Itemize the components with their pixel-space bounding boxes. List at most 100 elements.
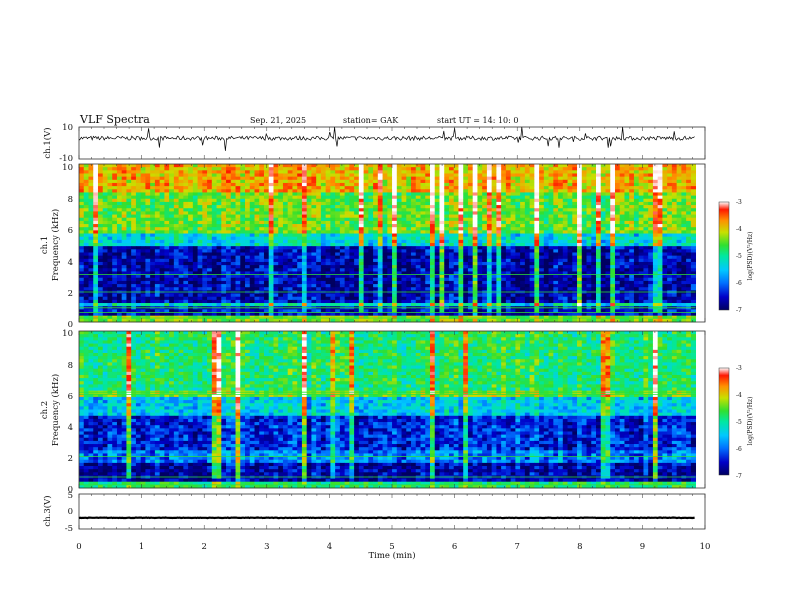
spectrogram-cell: [591, 198, 597, 203]
spectrogram-cell: [273, 277, 279, 282]
spectrogram-cell: [169, 246, 175, 250]
spectrogram-cell: [278, 271, 284, 275]
spectrogram-cell: [116, 236, 123, 241]
spectrogram-cell: [259, 274, 265, 279]
spectrogram-cell: [112, 201, 118, 206]
spectrogram-cell: [249, 167, 255, 171]
spectrogram-cell: [126, 243, 132, 247]
spectrogram-cell: [558, 246, 564, 250]
spectrogram-cell: [240, 167, 246, 171]
spectrogram-cell: [596, 274, 602, 279]
spectrogram-cell: [188, 246, 194, 250]
spectrogram-cell: [335, 164, 341, 168]
spectrogram-cell: [320, 227, 327, 231]
spectrogram-cell: [320, 192, 327, 196]
spectrogram-cell: [268, 214, 274, 219]
spectrogram-cell: [600, 230, 606, 234]
spectrogram-cell: [254, 230, 260, 234]
spectrogram-cell: [671, 167, 678, 171]
spectrogram-cell: [320, 164, 327, 168]
spectrogram-cell: [202, 227, 208, 231]
spectrogram-cell: [363, 233, 369, 238]
spectrogram-cell: [676, 233, 682, 238]
spectrogram-cell: [154, 208, 161, 212]
spectrogram-cell: [173, 208, 179, 212]
spectrogram-cell: [306, 277, 312, 282]
spectrogram-cell: [434, 271, 440, 275]
spectrogram-cell: [339, 192, 346, 196]
spectrogram-cell: [192, 233, 198, 238]
spectrogram-cell: [173, 268, 179, 272]
spectrogram-cell: [145, 284, 151, 288]
spectrogram-cell: [377, 182, 383, 187]
spectrogram-cell: [344, 217, 350, 222]
spectrogram-cell: [411, 195, 417, 200]
spectrogram-cell: [420, 227, 426, 231]
spectrogram-cell: [230, 220, 236, 225]
spectrogram-cell: [529, 201, 535, 206]
spectrogram-cell: [572, 214, 578, 219]
spectrogram-cell: [534, 277, 540, 282]
spectrogram-cell: [140, 236, 146, 241]
spectrogram-cell: [297, 217, 303, 222]
spectrogram-cell: [633, 186, 640, 190]
spectrogram-cell: [448, 274, 455, 279]
spectrogram-cell: [306, 182, 312, 187]
spectrogram-cell: [249, 182, 255, 187]
spectrogram-cell: [577, 261, 583, 266]
spectrogram-cell: [415, 201, 421, 206]
spectrogram-cell: [112, 179, 118, 184]
spectrogram-cell: [320, 182, 327, 187]
spectrogram-cell: [301, 274, 308, 279]
spectrogram-cell: [183, 255, 189, 260]
spectrogram-cell: [434, 258, 440, 263]
spectrogram-cell: [415, 246, 421, 250]
spectrogram-cell: [520, 179, 526, 184]
spectrogram-cell: [553, 268, 559, 272]
spectrogram-cell: [207, 261, 213, 266]
spectrogram-cell: [662, 179, 668, 184]
spectrogram-cell: [330, 195, 336, 200]
spectrogram-cell: [349, 230, 355, 234]
spectrogram-cell: [458, 179, 464, 184]
spectrogram-cell: [472, 220, 478, 225]
spectrogram-cell: [406, 274, 412, 279]
spectrogram-cell: [486, 198, 493, 203]
spectrogram-cell: [164, 284, 170, 288]
spectrogram-cell: [596, 265, 602, 269]
spectrogram-cell: [292, 208, 298, 212]
spectrogram-cell: [558, 230, 564, 234]
spectrogram-cell: [263, 255, 270, 260]
spectrogram-cell: [316, 198, 322, 203]
spectrogram-cell: [221, 176, 227, 181]
spectrogram-cell: [415, 280, 421, 285]
spectrogram-cell: [282, 167, 289, 171]
spectrogram-cell: [676, 236, 682, 241]
spectrogram-cell: [311, 265, 317, 269]
spectrogram-cell: [387, 236, 393, 241]
spectrogram-cell: [377, 224, 383, 228]
spectrogram-cell: [491, 201, 497, 206]
spectrogram-cell: [211, 170, 217, 174]
spectrogram-cell: [306, 255, 312, 260]
spectrogram-cell: [676, 274, 682, 279]
spectrogram-cell: [344, 243, 350, 247]
spectrogram-cell: [230, 170, 236, 174]
spectrogram-cell: [629, 227, 635, 231]
spectrogram-cell: [467, 167, 474, 171]
spectrogram-cell: [287, 176, 293, 181]
spectrogram-cell: [292, 217, 298, 222]
spectrogram-cell: [97, 179, 104, 184]
spectrogram-cell: [643, 249, 649, 253]
spectrogram-cell: [297, 271, 303, 275]
spectrogram-cell: [240, 224, 246, 228]
spectrogram-cell: [297, 227, 303, 231]
spectrogram-cell: [207, 258, 213, 263]
spectrogram-cell: [643, 277, 649, 282]
spectrogram-cell: [145, 249, 151, 253]
spectrogram-cell: [93, 255, 99, 260]
spectrogram-cell: [316, 230, 322, 234]
spectrogram-cell: [377, 198, 383, 203]
spectrogram-cell: [662, 205, 668, 209]
spectrogram-cell: [624, 258, 630, 263]
